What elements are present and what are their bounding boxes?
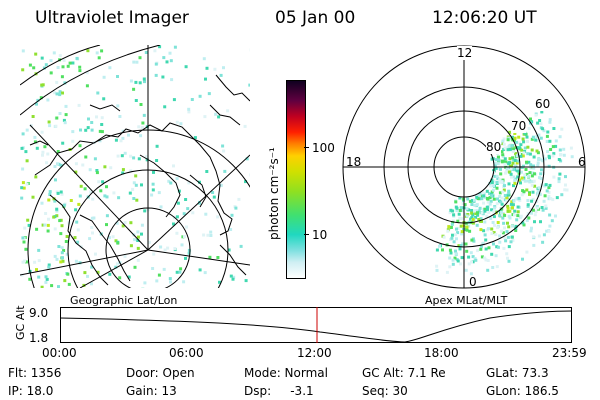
altitude-ytick-9: 9.0 [29,306,49,320]
colorbar-tick-100: 100 [312,141,335,155]
altitude-ytick-1.8: 1.8 [29,331,49,345]
instrument-title: Ultraviolet Imager [35,8,189,28]
colorbar-unit-label: photon cm⁻²s⁻¹ [267,147,281,240]
apex-aurora-pixels [435,104,574,276]
coastlines [29,74,250,286]
door-status: Door: Open [126,366,195,380]
altitude-xtick-0600: 06:00 [169,346,204,360]
ip-value: IP: 18.0 [8,384,54,398]
dsp-value: Dsp: -3.1 [244,384,314,398]
mode-status: Mode: Normal [244,366,328,380]
sequence-number: Seq: 30 [362,384,408,398]
colorbar-tick-10: 10 [312,228,328,242]
geo-latitude: GLat: 73.3 [486,366,549,380]
geographic-map [20,45,250,288]
altitude-xtick-1800: 18:00 [424,346,459,360]
altitude-xtick-1200: 12:00 [297,346,332,360]
colorbar-tickmark-10 [304,234,309,235]
colorbar [286,80,306,279]
geo-panel-label: Geographic Lat/Lon [70,294,178,307]
flight-number: Flt: 1356 [8,366,62,380]
gc-altitude: GC Alt: 7.1 Re [362,366,446,380]
geo-grid [20,45,250,288]
date-label: 05 Jan 00 [275,8,356,28]
gain-value: Gain: 13 [126,384,177,398]
altitude-xtick-0000: 00:00 [42,346,77,360]
colorbar-tickmark-100 [304,147,309,148]
mlt-label-18: 18 [346,155,362,169]
altitude-curve [60,310,572,343]
mlat-label-70: 70 [511,119,527,133]
apex-panel-label: Apex MLat/MLT [425,294,508,307]
apex-polar-map [342,45,586,289]
mlt-label-0: 0 [469,275,477,289]
geo-aurora-pixels [20,45,250,288]
altitude-xtick-2359: 23:59 [552,346,587,360]
mlt-label-6: 6 [578,155,586,169]
time-label: 12:06:20 UT [432,8,537,28]
apex-grid [342,45,586,289]
altitude-ylabel: GC Alt [14,305,27,340]
altitude-strip-plot [60,307,572,343]
geo-longitude: GLon: 186.5 [486,384,559,398]
mlt-label-12: 12 [457,46,473,60]
mlat-label-80: 80 [486,140,502,154]
mlat-label-60: 60 [535,97,551,111]
